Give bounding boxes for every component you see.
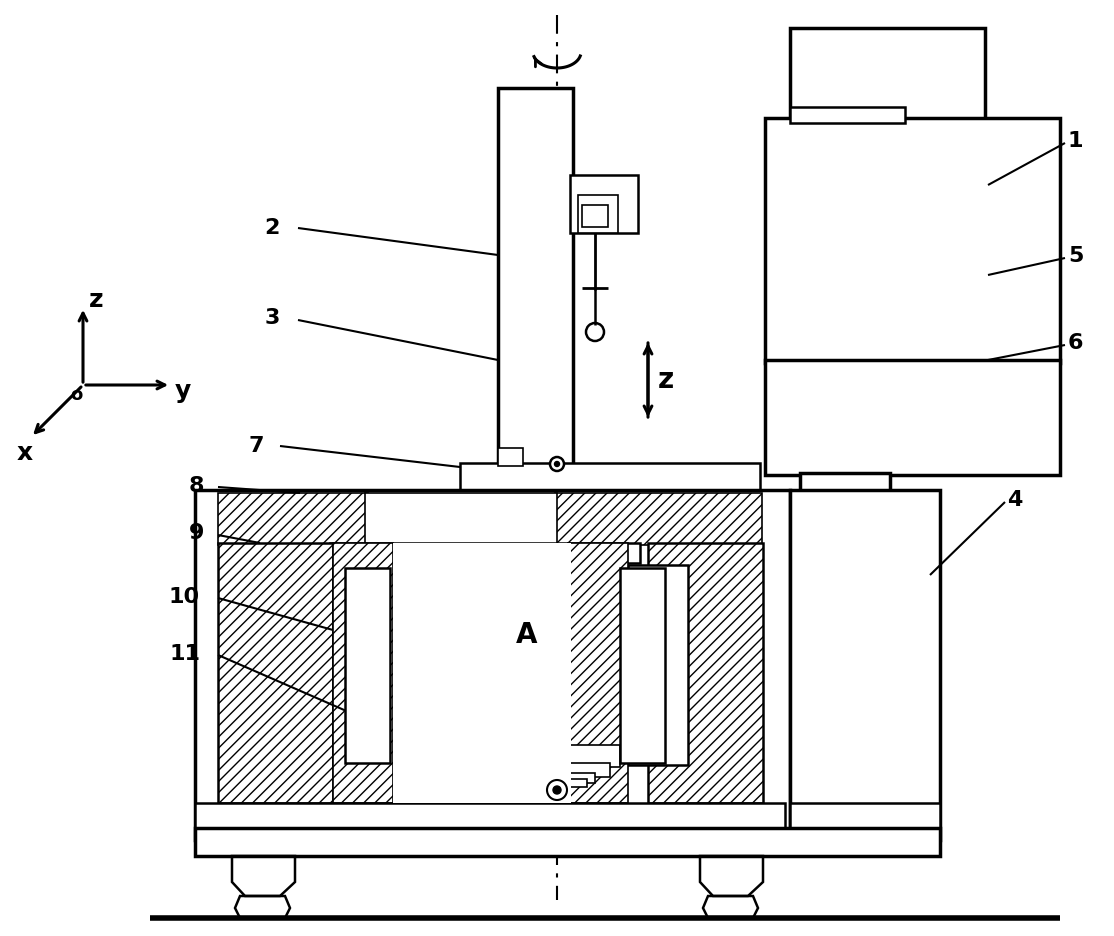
Text: z: z: [658, 366, 674, 394]
Bar: [365, 493, 557, 545]
Bar: [555, 493, 762, 545]
Text: 9: 9: [188, 523, 204, 543]
Bar: [648, 543, 763, 803]
Circle shape: [550, 457, 564, 471]
Bar: [578, 195, 618, 233]
Bar: [330, 543, 641, 563]
Bar: [195, 490, 790, 840]
Text: A: A: [516, 621, 538, 649]
Text: 6: 6: [1068, 333, 1084, 353]
Bar: [500, 763, 610, 777]
Text: 1: 1: [1068, 131, 1084, 151]
Text: 5: 5: [1068, 246, 1084, 266]
Bar: [218, 493, 368, 545]
Text: 3: 3: [265, 308, 280, 328]
Bar: [765, 118, 1061, 363]
Text: 8: 8: [188, 476, 204, 496]
Bar: [345, 568, 390, 763]
Bar: [333, 565, 393, 765]
Bar: [218, 543, 333, 803]
Text: y: y: [175, 379, 192, 403]
Text: x: x: [17, 441, 33, 465]
Bar: [790, 28, 985, 120]
Bar: [510, 773, 595, 783]
Text: 7: 7: [248, 436, 264, 456]
Bar: [765, 360, 1061, 475]
Text: 11: 11: [169, 644, 201, 664]
Circle shape: [553, 786, 561, 794]
Bar: [195, 803, 785, 828]
Bar: [333, 543, 393, 803]
Bar: [195, 828, 940, 856]
Text: z: z: [89, 288, 104, 312]
Bar: [568, 543, 628, 803]
Bar: [582, 205, 608, 227]
Text: 4: 4: [1007, 490, 1023, 510]
Bar: [498, 88, 573, 503]
Text: 10: 10: [169, 587, 201, 607]
Bar: [517, 779, 587, 787]
Bar: [790, 803, 940, 828]
Text: o: o: [70, 386, 82, 404]
Bar: [620, 568, 665, 763]
Bar: [393, 543, 571, 803]
Bar: [628, 565, 688, 765]
Bar: [490, 745, 620, 767]
Bar: [498, 448, 522, 466]
Circle shape: [555, 461, 559, 466]
Bar: [800, 473, 890, 841]
Text: 2: 2: [265, 218, 280, 238]
Bar: [790, 107, 905, 123]
Bar: [570, 175, 638, 233]
Bar: [790, 490, 940, 840]
Bar: [460, 463, 760, 491]
